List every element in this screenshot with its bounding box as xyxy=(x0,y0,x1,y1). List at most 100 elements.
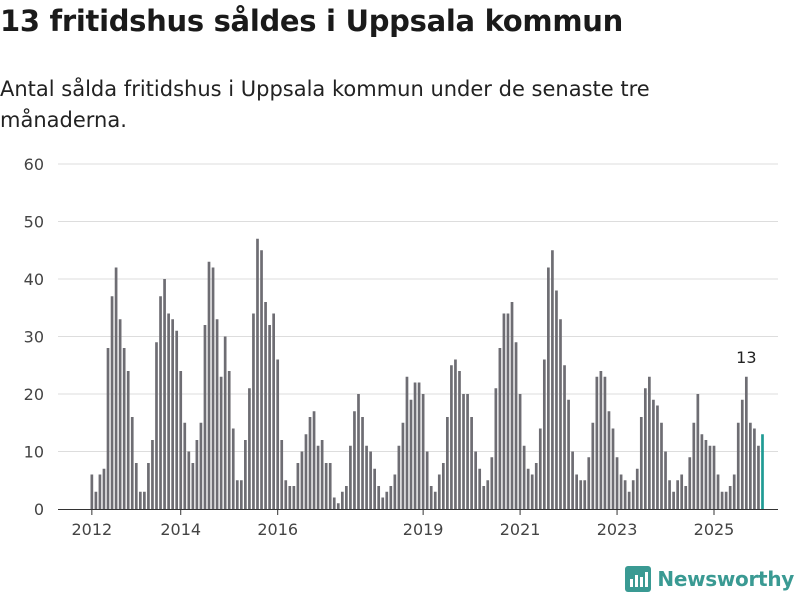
bar xyxy=(599,371,603,509)
bar xyxy=(526,468,530,509)
bar xyxy=(559,319,562,509)
bar xyxy=(757,445,760,509)
bar xyxy=(159,296,162,509)
bar xyxy=(151,440,154,509)
bar xyxy=(563,365,566,509)
newsworthy-logo[interactable]: Newsworthy xyxy=(625,564,794,594)
bar xyxy=(534,463,538,509)
y-tick-label: 40 xyxy=(24,270,44,289)
bar xyxy=(623,480,627,509)
bar xyxy=(203,325,207,509)
x-tick-label: 2019 xyxy=(403,520,444,539)
bar xyxy=(138,491,142,509)
bar xyxy=(611,428,615,509)
x-tick-label: 2012 xyxy=(71,520,112,539)
bar xyxy=(627,491,631,509)
bar xyxy=(296,463,300,509)
bar xyxy=(446,417,449,509)
bar xyxy=(252,313,255,509)
bar xyxy=(167,313,170,509)
bar-latest xyxy=(761,434,764,509)
chart-title: 13 fritidshus såldes i Uppsala kommun xyxy=(0,4,623,38)
bar xyxy=(676,480,679,509)
bar xyxy=(749,422,752,509)
bar xyxy=(486,480,490,509)
bar xyxy=(239,480,243,509)
y-tick-label: 10 xyxy=(24,443,44,462)
bar xyxy=(728,486,732,509)
bar xyxy=(530,474,534,509)
bar xyxy=(700,434,704,509)
bar xyxy=(377,486,381,509)
bar xyxy=(345,486,348,509)
bar xyxy=(288,486,292,509)
bar xyxy=(118,319,122,509)
bar xyxy=(361,417,364,509)
bar xyxy=(219,376,223,509)
bar xyxy=(538,428,542,509)
bar xyxy=(425,451,429,509)
bar xyxy=(680,474,684,509)
bar xyxy=(587,457,591,509)
bar xyxy=(175,330,179,509)
bar xyxy=(417,382,421,509)
bar xyxy=(389,486,393,509)
bar xyxy=(575,474,578,509)
bar xyxy=(433,491,437,509)
bar xyxy=(579,480,583,509)
bar xyxy=(223,336,227,509)
bar xyxy=(510,302,514,509)
bar xyxy=(429,486,433,509)
bar xyxy=(684,486,688,509)
bar xyxy=(639,417,643,509)
bar xyxy=(211,267,215,509)
y-tick-label: 50 xyxy=(24,213,44,232)
bar xyxy=(458,371,461,509)
bar xyxy=(736,422,740,509)
bar xyxy=(716,474,720,509)
bar xyxy=(421,394,425,509)
bar xyxy=(134,463,138,509)
bar xyxy=(332,497,336,509)
bar xyxy=(522,445,526,509)
bar xyxy=(155,342,158,509)
bar xyxy=(551,250,554,509)
bar xyxy=(304,434,308,509)
bar xyxy=(405,376,409,509)
bar xyxy=(413,382,417,509)
bar xyxy=(284,480,288,509)
bar xyxy=(130,417,134,509)
bar xyxy=(215,319,219,509)
bar xyxy=(708,445,712,509)
bar xyxy=(696,394,700,509)
bar xyxy=(688,457,692,509)
x-tick-label: 2014 xyxy=(160,520,201,539)
bar xyxy=(732,474,736,509)
bar xyxy=(660,422,663,509)
bar xyxy=(300,451,304,509)
bar xyxy=(207,261,211,509)
bar xyxy=(324,463,328,509)
bar xyxy=(272,313,275,509)
bar xyxy=(171,319,174,509)
bar xyxy=(373,468,376,509)
bar xyxy=(518,394,522,509)
bar xyxy=(603,376,607,509)
bar xyxy=(567,399,570,509)
bar xyxy=(349,445,352,509)
bar xyxy=(308,417,312,509)
bar xyxy=(571,451,574,509)
bar xyxy=(555,290,558,509)
bar xyxy=(98,474,102,509)
bar xyxy=(191,463,195,509)
bar xyxy=(110,296,114,509)
y-tick-label: 20 xyxy=(24,385,44,404)
bar xyxy=(595,376,599,509)
bar xyxy=(744,376,748,509)
bar xyxy=(450,365,453,509)
bar xyxy=(122,348,126,509)
y-tick-label: 60 xyxy=(24,155,44,174)
bar xyxy=(90,474,94,509)
bar xyxy=(94,491,98,509)
bar xyxy=(583,480,587,509)
